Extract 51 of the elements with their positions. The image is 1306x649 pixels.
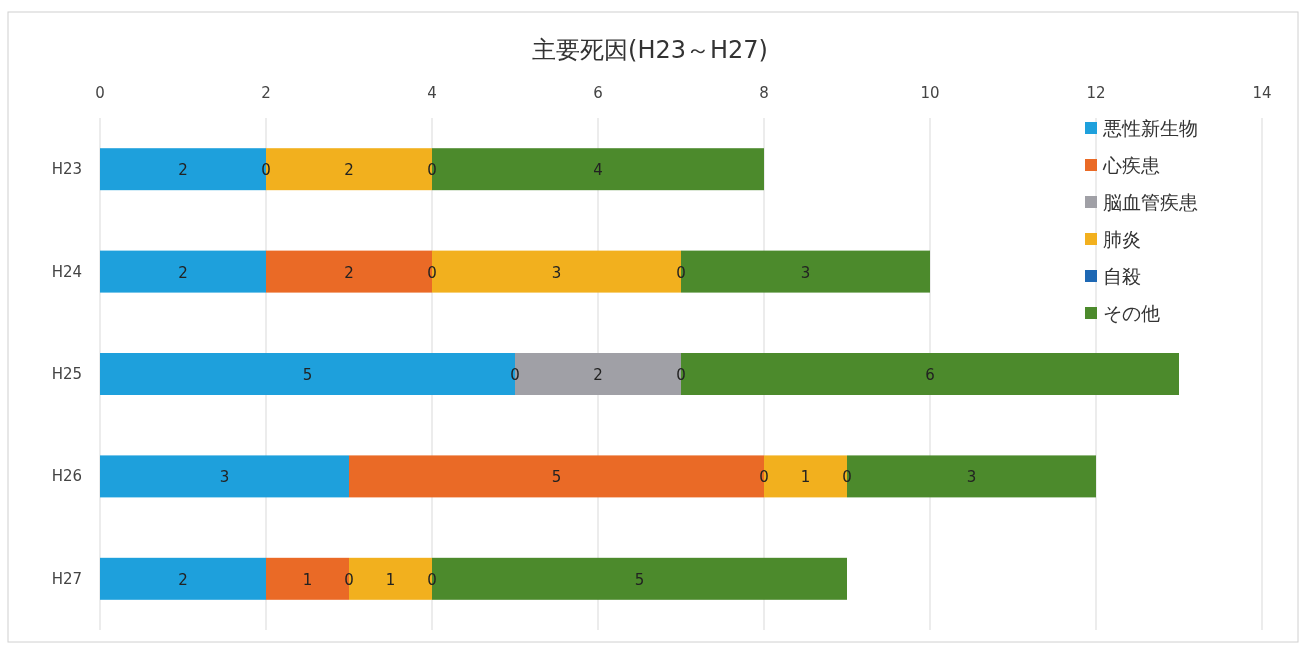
- x-tick-label: 14: [1252, 84, 1272, 102]
- y-tick-label: H26: [51, 467, 82, 486]
- x-tick-label: 8: [759, 84, 769, 102]
- data-label: 0: [676, 366, 686, 384]
- x-tick-label: 6: [593, 84, 603, 102]
- legend-label: 自殺: [1103, 265, 1141, 287]
- data-label: 0: [344, 570, 354, 589]
- x-tick-label: 4: [427, 84, 437, 102]
- data-label: 6: [925, 366, 935, 384]
- data-label: 3: [800, 263, 811, 282]
- data-label: 0: [676, 263, 686, 282]
- data-label: 0: [427, 161, 437, 180]
- legend-label: 肺炎: [1103, 228, 1141, 250]
- y-tick-label: H23: [51, 160, 82, 179]
- data-label: 0: [427, 263, 437, 282]
- data-label: 1: [302, 570, 313, 589]
- data-label: 2: [178, 570, 188, 589]
- data-label: 3: [966, 468, 977, 487]
- bar: [100, 557, 266, 600]
- data-label: 2: [178, 263, 188, 282]
- legend-label: 心疾患: [1102, 154, 1160, 176]
- data-label: 3: [551, 263, 562, 282]
- data-label: 5: [551, 468, 562, 487]
- data-label: 1: [385, 570, 396, 589]
- data-label: 2: [344, 161, 354, 180]
- data-label: 0: [842, 468, 852, 487]
- x-tick-label: 2: [261, 84, 271, 102]
- data-label: 2: [178, 161, 188, 180]
- x-tick-label: 0: [95, 84, 105, 102]
- y-tick-label: H27: [51, 569, 82, 588]
- data-label: 2: [593, 366, 603, 384]
- y-tick-label: H25: [51, 365, 82, 383]
- data-label: 0: [261, 161, 271, 180]
- data-label: 5: [634, 570, 645, 589]
- data-label: 0: [510, 366, 520, 384]
- y-tick-label: H24: [51, 262, 82, 281]
- chart-title: 主要死因(H23～H27): [532, 36, 768, 64]
- bar: [100, 455, 349, 498]
- data-label: 2: [344, 263, 354, 282]
- data-label: 0: [759, 468, 769, 487]
- data-label: 5: [302, 366, 313, 384]
- data-label: 0: [427, 570, 437, 589]
- data-label: 4: [593, 161, 603, 180]
- legend-label: その他: [1103, 302, 1160, 324]
- bar: [100, 250, 266, 293]
- legend-label: 悪性新生物: [1102, 117, 1198, 139]
- data-label: 3: [219, 468, 230, 487]
- legend-label: 脳血管疾患: [1103, 191, 1198, 213]
- x-tick-label: 10: [920, 84, 940, 102]
- data-label: 1: [800, 468, 811, 487]
- x-tick-label: 12: [1086, 84, 1106, 102]
